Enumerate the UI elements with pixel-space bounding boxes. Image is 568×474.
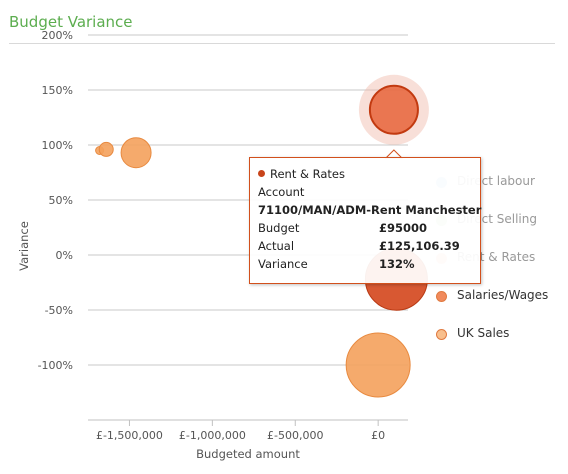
tooltip: Rent & Rates Account 71100/MAN/ADM-Rent … <box>249 157 481 284</box>
legend-swatch-icon <box>436 329 447 340</box>
x-axis-label: Budgeted amount <box>196 447 300 461</box>
y-tick-label: 200% <box>42 29 73 42</box>
tooltip-budget-label: Budget <box>258 221 300 235</box>
tooltip-actual-label: Actual <box>258 239 295 253</box>
y-tick-label: 100% <box>42 139 73 152</box>
title-divider <box>9 43 555 44</box>
legend-swatch-icon <box>436 291 447 302</box>
tooltip-budget-value: £95000 <box>379 221 428 235</box>
y-axis-ticks: 200% 150% 100% 50% 0% -50% -100% <box>38 29 73 372</box>
tooltip-account-value: 71100/MAN/ADM-Rent Manchester <box>258 203 482 217</box>
legend-label: UK Sales <box>457 326 510 340</box>
y-tick-label: -100% <box>38 359 73 372</box>
legend-label: Salaries/Wages <box>457 288 549 302</box>
tooltip-account-label: Account <box>258 185 305 199</box>
x-tick-label: £0 <box>371 429 385 442</box>
y-axis-label: Variance <box>17 221 31 271</box>
bubble-uk-sales[interactable] <box>345 332 411 398</box>
y-tick-label: 0% <box>56 249 73 262</box>
tooltip-series: Rent & Rates <box>270 167 345 181</box>
tooltip-variance-label: Variance <box>258 257 308 271</box>
x-tick-label: £-500,000 <box>267 429 323 442</box>
bubble-uk-sales[interactable] <box>98 141 114 157</box>
bubble-rent-rates[interactable] <box>368 84 419 135</box>
tooltip-actual-value: £125,106.39 <box>379 239 460 253</box>
series-dot-icon <box>258 170 265 177</box>
y-tick-label: 150% <box>42 84 73 97</box>
x-tick-label: £-1,500,000 <box>96 429 163 442</box>
bubble-uk-sales[interactable] <box>120 137 152 169</box>
y-tick-label: -50% <box>45 304 73 317</box>
tooltip-variance-value: 132% <box>379 257 415 271</box>
tooltip-header: Rent & Rates <box>258 165 472 183</box>
y-tick-label: 50% <box>49 194 73 207</box>
x-tick-label: £-1,000,000 <box>179 429 246 442</box>
panel-title: Budget Variance <box>9 13 133 31</box>
x-axis-ticks: £-1,500,000 £-1,000,000 £-500,000 £0 <box>96 420 385 442</box>
